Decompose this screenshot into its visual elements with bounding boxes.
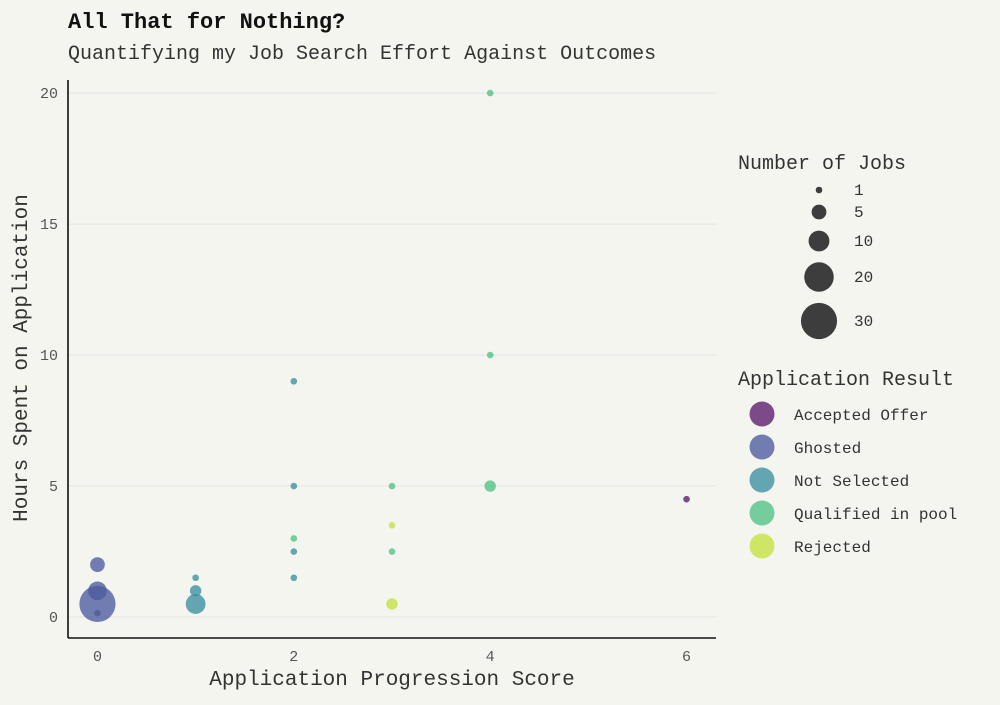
data-point xyxy=(484,480,496,492)
data-point xyxy=(79,585,116,623)
data-point xyxy=(388,548,396,555)
axes xyxy=(67,80,716,639)
y-tick-label: 5 xyxy=(49,479,58,496)
x-tick-label: 0 xyxy=(93,649,102,666)
color-legend-key xyxy=(749,467,775,493)
data-point xyxy=(88,581,107,601)
x-tick-label: 6 xyxy=(682,649,691,666)
data-point xyxy=(90,557,105,573)
color-legend: Accepted Offer Ghosted Not Selected Qualifi… xyxy=(749,401,957,559)
size-legend-key xyxy=(804,262,834,292)
size-legend-key xyxy=(808,230,830,252)
data-point xyxy=(192,574,199,582)
color-legend-title: Application Result xyxy=(738,369,954,392)
x-tick-label: 4 xyxy=(486,649,495,666)
size-legend-key xyxy=(800,302,838,340)
size-legend-label: 30 xyxy=(854,313,873,331)
data-point xyxy=(683,495,690,503)
data-point xyxy=(388,522,396,529)
color-legend-label: Ghosted xyxy=(794,440,861,458)
size-legend-label: 1 xyxy=(854,182,864,200)
color-legend-label: Qualified in pool xyxy=(794,506,957,524)
data-point xyxy=(388,482,396,490)
color-legend-key xyxy=(749,500,775,526)
data-point xyxy=(386,598,398,610)
data-point xyxy=(290,574,298,582)
data-point xyxy=(290,535,298,542)
y-tick-label: 10 xyxy=(40,348,58,365)
size-legend-key xyxy=(811,204,827,220)
data-point xyxy=(185,594,206,614)
x-tick-label: 2 xyxy=(289,649,298,666)
color-legend-key xyxy=(749,533,775,559)
y-tick-labels: 0 5 10 15 20 xyxy=(40,86,58,627)
color-legend-key xyxy=(749,434,775,460)
data-point xyxy=(486,351,494,359)
y-axis-title: Hours Spent on Application xyxy=(11,194,34,522)
size-legend-label: 10 xyxy=(854,233,873,251)
data-point xyxy=(94,609,101,617)
color-legend-label: Not Selected xyxy=(794,473,909,491)
chart-subtitle: Quantifying my Job Search Effort Against… xyxy=(68,43,656,66)
data-points xyxy=(79,89,690,623)
size-legend-label: 5 xyxy=(854,204,864,222)
x-axis-title: Application Progression Score xyxy=(209,669,574,692)
grid-lines xyxy=(68,92,716,618)
data-point xyxy=(290,548,298,555)
size-legend-key xyxy=(815,186,823,194)
y-tick-label: 0 xyxy=(49,610,58,627)
chart-title: All That for Nothing? xyxy=(68,10,345,35)
color-legend-label: Accepted Offer xyxy=(794,407,928,425)
data-point xyxy=(290,377,298,385)
y-tick-label: 15 xyxy=(40,217,58,234)
x-tick-labels: 0 2 4 6 xyxy=(93,649,691,666)
color-legend-label: Rejected xyxy=(794,539,871,557)
data-point xyxy=(486,89,494,97)
color-legend-key xyxy=(749,401,775,427)
y-tick-label: 20 xyxy=(40,86,58,103)
data-point xyxy=(290,482,298,490)
size-legend: 1 5 10 20 30 xyxy=(800,182,873,340)
size-legend-title: Number of Jobs xyxy=(738,153,906,176)
data-point xyxy=(189,585,202,597)
size-legend-label: 20 xyxy=(854,269,873,287)
